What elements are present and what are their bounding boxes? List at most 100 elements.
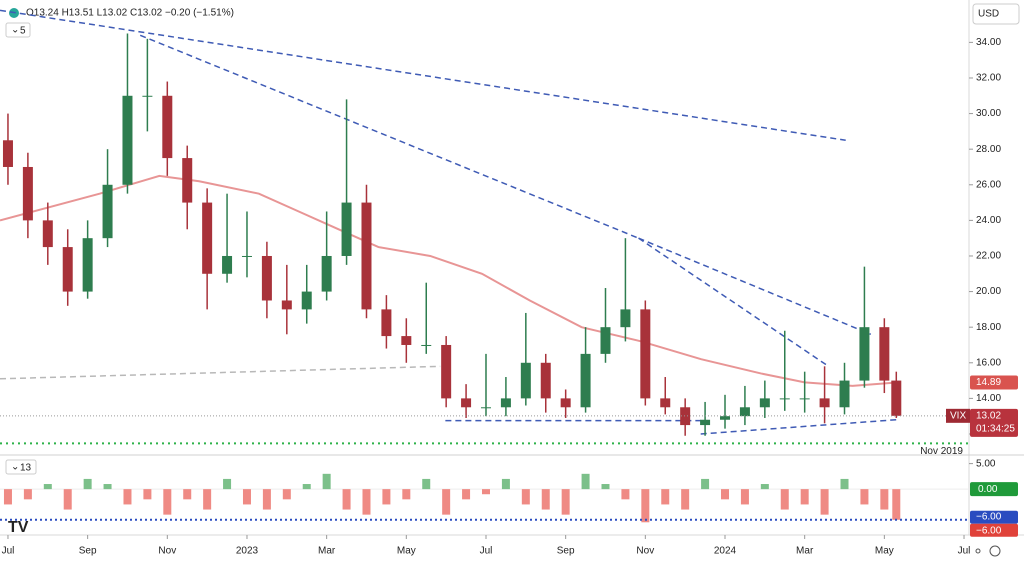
histogram-bar	[840, 478, 849, 490]
histogram-bar	[143, 489, 152, 500]
candle-body	[779, 398, 790, 400]
histogram-bar	[581, 473, 590, 490]
candle-body	[241, 255, 252, 257]
symbol-label: VIX	[950, 410, 966, 421]
countdown: 01:34:25	[976, 423, 1015, 434]
candle-body	[480, 407, 491, 409]
histogram-bar	[892, 489, 901, 520]
y-tick-label: 30.00	[976, 108, 1001, 119]
candle-body	[62, 247, 73, 292]
candle-body	[102, 184, 113, 239]
histogram-bar	[860, 489, 869, 505]
candle-body	[891, 380, 902, 416]
x-tick-label: Sep	[79, 546, 97, 557]
y-tick-label: 32.00	[976, 73, 1001, 84]
candle-body	[819, 398, 830, 408]
zero-badge	[970, 482, 1018, 497]
histogram-bar	[521, 489, 530, 505]
candle-body	[321, 255, 332, 292]
histogram-bar	[3, 489, 12, 505]
candle-body	[461, 398, 472, 408]
y-tick-label: 34.00	[976, 37, 1001, 48]
candle-body	[660, 398, 671, 408]
lower-last-label: −6.00	[976, 525, 1002, 536]
lower-last-badge	[970, 523, 1018, 537]
level-badge	[970, 510, 1018, 524]
y-tick-label: 28.00	[976, 144, 1001, 155]
candle-body	[739, 407, 750, 417]
lower-legend: 13	[20, 463, 32, 474]
legend-box[interactable]	[5, 22, 31, 38]
candle-body	[381, 309, 392, 337]
histogram-bar	[242, 489, 251, 505]
y-tick-label: 18.00	[976, 322, 1001, 333]
trendline	[0, 365, 441, 380]
histogram-bar	[322, 473, 331, 490]
lower-legend-box[interactable]	[5, 459, 37, 475]
candle-body	[600, 327, 611, 354]
histogram-bar	[262, 489, 271, 510]
histogram-bar	[800, 489, 809, 505]
last-price: 13.02	[976, 410, 1001, 421]
histogram-bar	[223, 478, 232, 490]
y-tick-label: 14.00	[976, 393, 1001, 404]
histogram-bar	[501, 478, 510, 490]
histogram-bar	[641, 489, 650, 523]
histogram-bar	[63, 489, 72, 510]
candle-body	[42, 220, 53, 248]
level-label: Nov 2019	[920, 446, 963, 457]
candle-body	[82, 238, 93, 292]
candle-body	[799, 398, 810, 400]
settings-icon[interactable]	[989, 545, 1001, 557]
histogram-bar	[83, 478, 92, 490]
candle-body	[301, 291, 312, 310]
candle-body	[839, 380, 850, 408]
histogram-bar	[880, 489, 889, 510]
candle-body	[341, 202, 352, 256]
timezone-icon[interactable]	[975, 548, 981, 554]
histogram-bar	[163, 489, 172, 515]
histogram-bar	[43, 484, 52, 490]
trendline	[638, 237, 829, 367]
candle-body	[222, 255, 233, 274]
ohlc-header: O13.24 H13.51 L13.02 C13.02 −0.20 (−1.51…	[26, 8, 234, 19]
histogram-bar	[601, 484, 610, 490]
last-badge	[970, 408, 1018, 437]
candle-body	[2, 140, 13, 167]
histogram-bar	[382, 489, 391, 505]
histogram-bar	[402, 489, 411, 500]
currency-box[interactable]	[972, 3, 1020, 25]
histogram-bar	[422, 478, 431, 490]
trendline	[0, 9, 846, 142]
x-tick-label: Sep	[557, 546, 575, 557]
candle-body	[361, 202, 372, 310]
candle-body	[162, 95, 173, 159]
histogram-bar	[740, 489, 749, 505]
candle-body	[580, 353, 591, 408]
histogram-bar	[721, 489, 730, 500]
candle-body	[122, 95, 133, 185]
x-tick-label: Nov	[158, 546, 176, 557]
histogram-bar	[103, 484, 112, 490]
candle-body	[540, 362, 551, 399]
candle-body	[720, 416, 731, 420]
trendline	[700, 418, 897, 435]
moving-average	[0, 174, 897, 387]
candle-body	[182, 158, 193, 203]
candle-body	[22, 166, 33, 221]
trendline	[638, 237, 872, 335]
zero-label: 0.00	[978, 484, 998, 495]
candle-body	[281, 300, 292, 310]
y-tick-label: 16.00	[976, 357, 1001, 368]
histogram-bar	[362, 489, 371, 515]
logo: TV	[8, 519, 29, 536]
histogram-bar	[442, 489, 451, 515]
histogram-bar	[282, 489, 291, 500]
x-tick-label: 2024	[714, 546, 737, 557]
x-tick-label: Nov	[636, 546, 654, 557]
histogram-bar	[302, 484, 311, 490]
x-tick-label: Jul	[958, 546, 971, 557]
histogram-bar	[681, 489, 690, 510]
candle-body	[520, 362, 531, 399]
